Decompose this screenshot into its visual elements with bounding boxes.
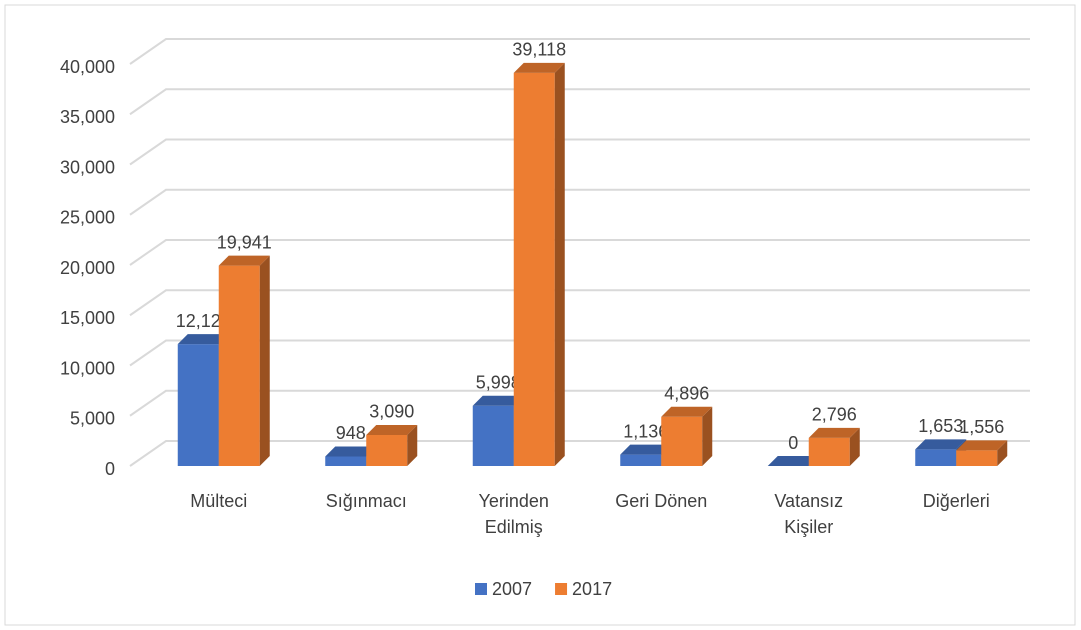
bar-face (620, 444, 672, 455)
y-tick-label: 25,000 (60, 208, 115, 228)
bar (956, 440, 1008, 466)
data-label: 12,129 (176, 311, 231, 331)
grid-line (129, 289, 1030, 317)
bar-face (366, 434, 408, 466)
x-tick-label: Vatansız Kişiler (774, 491, 844, 537)
bar-face (366, 424, 418, 435)
bar-face (808, 427, 860, 438)
bar-face (177, 344, 219, 466)
data-label: 39,118 (512, 40, 566, 60)
bar-face (472, 395, 524, 406)
x-tick-label: Yerinden Edilmiş (478, 491, 549, 537)
y-tick-label: 15,000 (60, 308, 115, 328)
legend-label: 2017 (572, 579, 612, 599)
bar-face (956, 450, 998, 466)
bar (767, 456, 819, 466)
grid-line (129, 339, 1030, 367)
grid-line (129, 38, 1030, 65)
bar (366, 424, 418, 466)
bar-face (620, 454, 662, 466)
bar-face (218, 255, 270, 266)
bar-face (259, 255, 270, 466)
grid-line (129, 239, 1030, 266)
data-label: 1,653 (918, 416, 963, 436)
grid-line (129, 188, 1030, 216)
data-label: 5,998 (476, 372, 521, 392)
x-tick-label: Mülteci (190, 491, 248, 511)
bar (661, 406, 713, 466)
bar-face (915, 439, 967, 450)
legend-label: 2007 (492, 579, 532, 599)
bar-face (325, 446, 377, 457)
data-label: 4,896 (664, 384, 709, 404)
y-tick-label: 5,000 (70, 409, 115, 429)
y-tick-label: 30,000 (60, 157, 115, 177)
y-tick-label: 20,000 (60, 258, 115, 278)
data-label: 3,090 (369, 402, 414, 422)
x-tick-label: Sığınmacı (325, 491, 407, 511)
data-label: 19,941 (217, 232, 272, 252)
bar-face (513, 72, 555, 466)
grid-line (129, 88, 1030, 116)
legend-swatch (555, 583, 568, 595)
bar-face (808, 437, 850, 466)
data-label: 1,556 (959, 417, 1004, 437)
bar (513, 62, 565, 466)
data-label: 948 (336, 423, 366, 443)
bar-face (849, 427, 860, 466)
data-label: 0 (788, 433, 798, 453)
bar-face (472, 405, 514, 466)
grid-line (129, 138, 1030, 166)
bar-face (702, 406, 713, 466)
y-tick-label: 0 (105, 459, 115, 479)
bar-face (767, 456, 819, 466)
legend-swatch (475, 583, 487, 595)
bar-face (997, 440, 1008, 466)
grid-line (129, 440, 1030, 467)
y-tick-label: 35,000 (60, 107, 115, 127)
y-tick-label: 40,000 (60, 57, 115, 77)
y-tick-label: 10,000 (60, 358, 115, 378)
grid-line (129, 389, 1030, 417)
bar-face (513, 62, 565, 73)
bar (218, 255, 270, 466)
bar-face (218, 265, 260, 466)
bar-face (554, 62, 565, 466)
data-label: 2,796 (812, 405, 857, 425)
x-tick-label: Geri Dönen (615, 491, 708, 511)
bar-face (915, 449, 957, 466)
bar-face (661, 416, 703, 466)
bar-face (407, 424, 418, 466)
bar-face (661, 406, 713, 417)
bar-face (956, 440, 1008, 451)
bar-face (177, 334, 229, 345)
bar-face (325, 456, 367, 466)
data-label: 1,136 (623, 421, 668, 441)
x-tick-label: Diğerleri (922, 491, 990, 511)
bar (808, 427, 860, 466)
